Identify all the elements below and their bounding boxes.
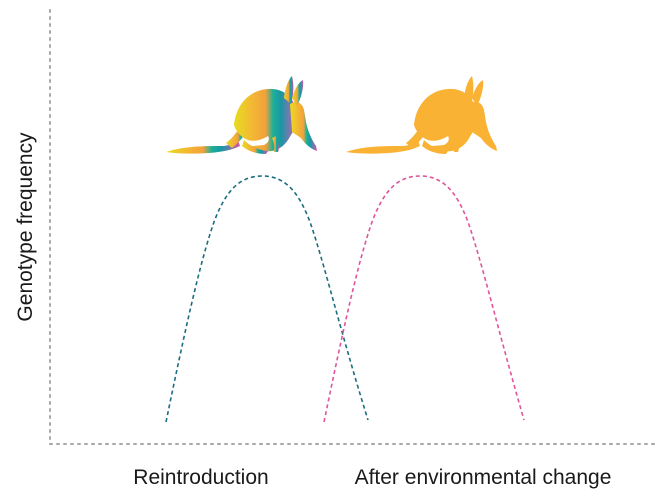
bilby-gradient-icon bbox=[166, 76, 317, 154]
bilby-orange-icon bbox=[346, 76, 497, 154]
y-axis-label: Genotype frequency bbox=[14, 132, 37, 322]
x-label-reintroduction: Reintroduction bbox=[133, 466, 268, 489]
distribution-curve-reintroduction bbox=[165, 175, 369, 423]
distribution-curve-after-change bbox=[323, 175, 525, 423]
x-label-after-change: After environmental change bbox=[355, 466, 612, 489]
